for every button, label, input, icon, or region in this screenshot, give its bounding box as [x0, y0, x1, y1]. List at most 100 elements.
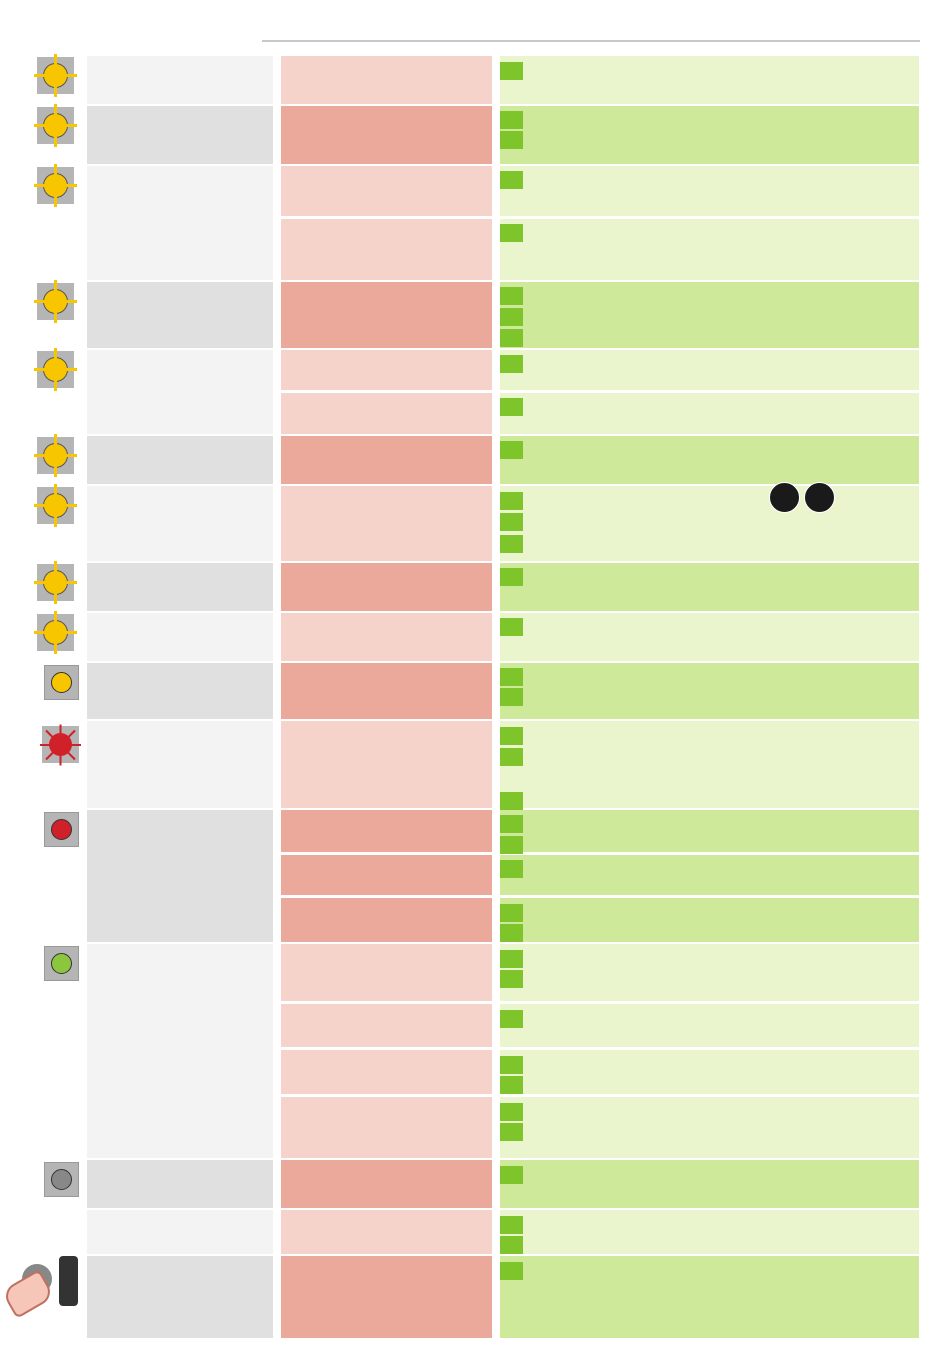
icon-ray	[34, 124, 77, 127]
cell-label	[87, 436, 273, 484]
cell-label	[87, 1256, 273, 1338]
bullet-square	[500, 131, 523, 149]
bullet-square	[500, 668, 523, 686]
cell-description	[500, 1210, 919, 1254]
cell-description	[500, 1004, 919, 1047]
cell-description	[500, 855, 919, 895]
bullet-square	[500, 727, 523, 745]
icon-led	[51, 819, 72, 840]
bullet-square	[500, 688, 523, 706]
bullet-square	[500, 171, 523, 189]
cell-state	[281, 613, 492, 661]
cell-state	[281, 563, 492, 611]
bullet-square	[500, 535, 523, 553]
cell-state	[281, 56, 492, 104]
bullet-square	[500, 836, 523, 854]
cell-state	[281, 898, 492, 942]
cell-label	[87, 663, 273, 719]
cell-state	[281, 1097, 492, 1158]
cell-state	[281, 663, 492, 719]
icon-ray	[34, 184, 77, 187]
cell-description	[500, 1050, 919, 1094]
icon-ray	[34, 581, 77, 584]
cell-label	[87, 106, 273, 164]
cell-label	[87, 166, 273, 280]
cell-description	[500, 436, 919, 484]
bullet-square	[500, 1076, 523, 1094]
bullet-square	[500, 1166, 523, 1184]
bullet-square	[500, 355, 523, 373]
cell-description	[500, 1160, 919, 1208]
cell-state	[281, 855, 492, 895]
cell-state	[281, 944, 492, 1001]
bullet-square	[500, 904, 523, 922]
icon-led	[51, 1169, 72, 1190]
icon-ray	[34, 300, 77, 303]
cell-label	[87, 810, 273, 942]
cell-state	[281, 1210, 492, 1254]
icon-ray	[34, 631, 77, 634]
cell-state	[281, 436, 492, 484]
cell-description	[500, 810, 919, 852]
bullet-square	[500, 492, 523, 510]
cell-state	[281, 1050, 492, 1094]
cell-description	[500, 898, 919, 942]
bullet-square	[500, 568, 523, 586]
bullet-square	[500, 224, 523, 242]
cell-state	[281, 1256, 492, 1338]
cell-label	[87, 1210, 273, 1254]
icon-led	[51, 672, 72, 693]
cell-state	[281, 166, 492, 216]
cell-description	[500, 721, 919, 808]
cell-state	[281, 1160, 492, 1208]
bullet-square	[500, 287, 523, 305]
cell-description	[500, 486, 919, 561]
icon-remote	[59, 1256, 78, 1306]
cell-description	[500, 944, 919, 1001]
bullet-square	[500, 1236, 523, 1254]
cell-description	[500, 393, 919, 434]
bullet-square	[500, 1056, 523, 1074]
cell-state	[281, 810, 492, 852]
bullet-square	[500, 924, 523, 942]
bullet-square	[500, 1010, 523, 1028]
cell-label	[87, 563, 273, 611]
cell-description	[500, 563, 919, 611]
bullet-square	[500, 1103, 523, 1121]
cell-description	[500, 166, 919, 216]
icon-ray	[34, 504, 77, 507]
bullet-square	[500, 441, 523, 459]
bullet-square	[500, 970, 523, 988]
bullet-square	[500, 748, 523, 766]
icon-ray	[34, 368, 77, 371]
bullet-square	[500, 618, 523, 636]
icon-sensor	[769, 482, 800, 513]
bullet-square	[500, 1123, 523, 1141]
cell-state	[281, 1004, 492, 1047]
cell-state	[281, 219, 492, 280]
cell-label	[87, 486, 273, 561]
bullet-square	[500, 792, 523, 810]
bullet-square	[500, 308, 523, 326]
bullet-square	[500, 860, 523, 878]
cell-label	[87, 350, 273, 434]
icon-ray	[34, 74, 77, 77]
cell-description	[500, 1097, 919, 1158]
bullet-square	[500, 950, 523, 968]
cell-description	[500, 663, 919, 719]
cell-label	[87, 56, 273, 104]
cell-state	[281, 721, 492, 808]
bullet-square	[500, 62, 523, 80]
bullet-square	[500, 815, 523, 833]
cell-label	[87, 944, 273, 1158]
bullet-square	[500, 111, 523, 129]
icon-sensor	[804, 482, 835, 513]
cell-description	[500, 1256, 919, 1338]
cell-description	[500, 350, 919, 390]
cell-description	[500, 613, 919, 661]
bullet-square	[500, 1216, 523, 1234]
bullet-square	[500, 1262, 523, 1280]
icon-ray	[34, 454, 77, 457]
cell-description	[500, 56, 919, 104]
cell-description	[500, 282, 919, 348]
